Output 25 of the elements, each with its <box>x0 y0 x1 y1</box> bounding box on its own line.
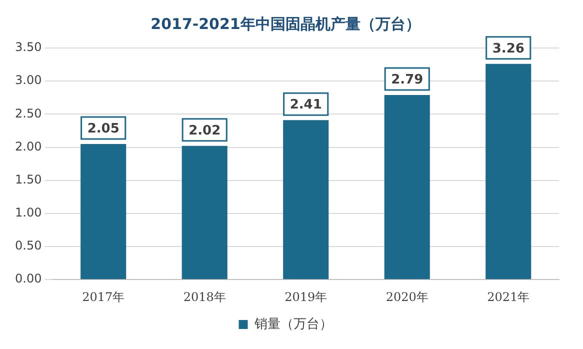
y-tick-label: 0.00 <box>15 272 42 286</box>
y-tick-label: 2.00 <box>15 139 42 154</box>
x-tick-label: 2021年 <box>487 290 530 304</box>
chart-title: 2017-2021年中国固晶机产量（万台） <box>150 14 420 33</box>
bar <box>80 144 126 280</box>
x-tick-label: 2017年 <box>82 290 125 304</box>
y-tick-label: 0.50 <box>15 238 42 253</box>
legend-label: 销量（万台） <box>253 316 332 332</box>
x-tick-label: 2018年 <box>183 290 226 304</box>
bar <box>283 120 329 280</box>
data-label: 3.26 <box>492 41 524 56</box>
y-tick-label: 3.00 <box>15 73 42 88</box>
data-label: 2.41 <box>290 98 322 112</box>
data-label: 2.79 <box>391 72 424 88</box>
y-tick-label: 1.50 <box>15 172 42 186</box>
data-label: 2.05 <box>87 121 120 136</box>
x-tick-label: 2019年 <box>284 290 328 304</box>
bar <box>486 64 532 280</box>
y-tick-label: 2.50 <box>15 106 42 120</box>
bar <box>384 94 430 280</box>
data-label: 2.02 <box>188 123 221 138</box>
bar <box>182 146 228 280</box>
y-tick-label: 1.00 <box>15 206 42 220</box>
x-tick-label: 2020年 <box>386 290 428 304</box>
y-tick-label: 3.50 <box>15 40 42 54</box>
